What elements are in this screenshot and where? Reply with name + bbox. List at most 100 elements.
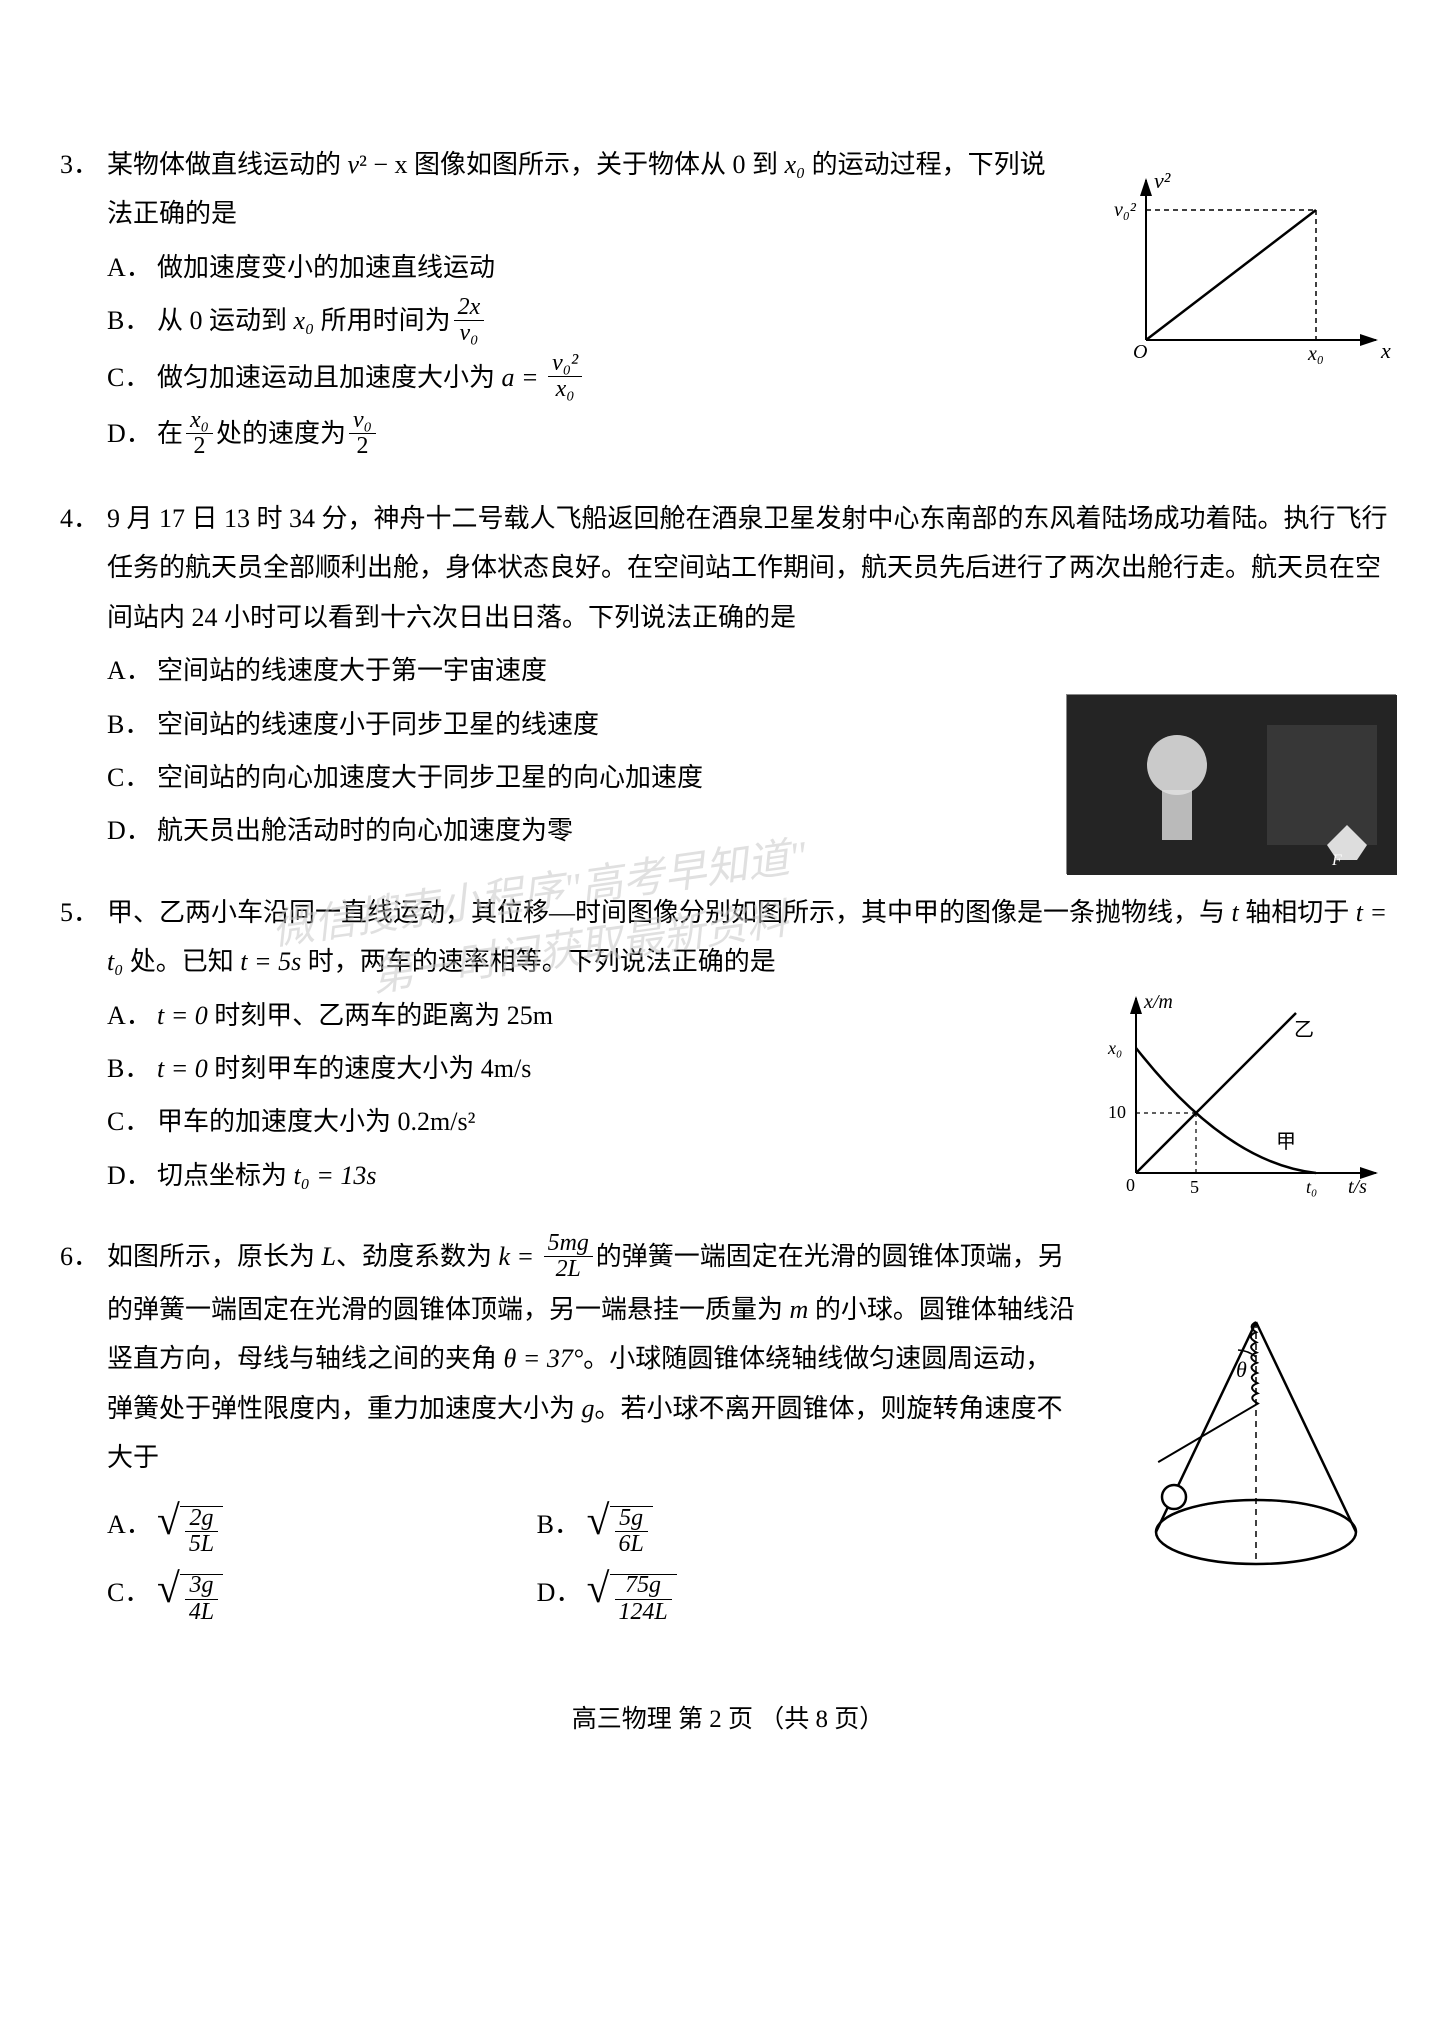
option-text: 航天员出舱活动时的向心加速度为零 <box>157 806 1056 855</box>
axis-y-label: x/m <box>1143 991 1173 1013</box>
axis-y-label: v² <box>1154 170 1171 193</box>
var: t₀ = 13s <box>294 1161 377 1190</box>
stem-text: 图像如图所示，关于物体从 0 到 <box>408 150 785 179</box>
option-a: A．t = 0 时刻甲、乙两车的距离为 25m <box>107 991 1056 1040</box>
var: t = 5s <box>240 947 301 976</box>
curve-label-jia: 甲 <box>1276 1131 1296 1153</box>
option-label: A． <box>107 1500 157 1560</box>
option-label: D． <box>537 1568 587 1628</box>
option-a: A． 做加速度变小的加速直线运动 <box>107 243 1056 292</box>
fraction: x₀2 <box>186 408 213 459</box>
var: t = 0 <box>157 1001 214 1030</box>
axis-x-label: t/s <box>1348 1176 1367 1198</box>
tick: x₀ <box>1107 1038 1122 1058</box>
denominator: x₀ <box>548 377 582 402</box>
numerator: x₀ <box>186 408 213 434</box>
axis-x-label: x <box>1380 338 1391 363</box>
denominator: 5L <box>185 1532 218 1557</box>
denominator: 4L <box>185 1600 218 1625</box>
option-label: D． <box>107 409 157 462</box>
option-label: B． <box>107 296 157 349</box>
option-a: A． √2g5L <box>107 1500 537 1560</box>
text: 所用时间为 <box>314 306 451 335</box>
option-label: B． <box>537 1500 587 1560</box>
option-text: 甲车的加速度大小为 0.2m/s² <box>157 1097 1056 1146</box>
numerator: 5g <box>615 1506 648 1532</box>
sqrt: √75g124L <box>587 1568 677 1628</box>
text: 处。已知 <box>123 947 240 976</box>
figure-q5-graph: t/s x/m 0 5 t₀ 10 x₀ 乙 甲 <box>1096 988 1396 1208</box>
option-b: B． √5g6L <box>537 1500 967 1560</box>
question-body: 甲、乙两小车沿同一直线运动，其位移—时间图像分别如图所示，其中甲的图像是一条抛物… <box>107 888 1396 1204</box>
sqrt-icon: √ <box>157 1500 180 1560</box>
var: L <box>322 1242 336 1271</box>
option-d: D． √75g124L <box>537 1568 967 1628</box>
curve-label-yi: 乙 <box>1294 1019 1314 1041</box>
denominator: 2 <box>186 434 213 459</box>
option-text: 做加速度变小的加速直线运动 <box>157 243 1056 292</box>
y-tick: v₀² <box>1114 199 1137 221</box>
question-4: 4． 9 月 17 日 13 时 34 分，神舟十二号载人飞船返回舱在酒泉卫星发… <box>60 494 1396 860</box>
question-number: 4． <box>60 494 107 860</box>
option-d: D．切点坐标为 t₀ = 13s <box>107 1151 1056 1200</box>
denominator: v₀ <box>454 321 485 346</box>
text: 轴相切于 <box>1239 898 1356 927</box>
stem-text: 某物体做直线运动的 <box>107 150 348 179</box>
page-footer: 高三物理 第 2 页 （共 8 页） <box>60 1696 1396 1744</box>
text: 、劲度系数为 <box>336 1242 499 1271</box>
option-label: C． <box>107 1097 157 1146</box>
denominator: 2L <box>544 1257 593 1282</box>
figure-q6-cone: θ <box>1116 1302 1396 1592</box>
question-stem-line1: 如图所示，原长为 L、劲度系数为 k = 5mg2L的弹簧一端固定在光滑的圆锥体… <box>107 1232 1396 1285</box>
option-c: C． √3g4L <box>107 1568 537 1628</box>
sqrt-icon: √ <box>157 1568 180 1628</box>
denominator: 6L <box>615 1532 648 1557</box>
footer-text: 高三物理 第 2 页 <box>572 1706 753 1733</box>
text: 从 0 运动到 <box>157 306 294 335</box>
numerator: 2g <box>185 1506 218 1532</box>
text: 的弹簧一端固定在光滑的圆锥体顶端，另一端悬挂一质量为 <box>107 1295 790 1324</box>
option-label: C． <box>107 353 157 406</box>
tick: 0 <box>1126 1175 1135 1195</box>
x-tick: x₀ <box>1307 343 1324 365</box>
option-b: B．空间站的线速度小于同步卫星的线速度 <box>107 700 1056 749</box>
option-text: t = 0 时刻甲车的速度大小为 4m/s <box>157 1044 1056 1093</box>
option-text: 在x₀2处的速度为v₀2 <box>157 409 1056 462</box>
sqrt-icon: √ <box>587 1568 610 1628</box>
numerator: 2x <box>454 295 485 321</box>
option-b: B．t = 0 时刻甲车的速度大小为 4m/s <box>107 1044 1056 1093</box>
option-label: C． <box>107 753 157 802</box>
figure-q3-graph: x v² O x₀ v₀² <box>1106 170 1396 380</box>
option-c: C．甲车的加速度大小为 0.2m/s² <box>107 1097 1056 1146</box>
sqrt-icon: √ <box>587 1500 610 1560</box>
option-label: C． <box>107 1568 157 1628</box>
var: k = <box>499 1242 541 1271</box>
tick: 5 <box>1190 1177 1199 1197</box>
sqrt-arg: 3g4L <box>180 1574 223 1628</box>
question-body: 9 月 17 日 13 时 34 分，神舟十二号载人飞船返回舱在酒泉卫星发射中心… <box>107 494 1396 860</box>
numerator: v₀ <box>349 408 376 434</box>
sqrt-arg: 2g5L <box>180 1506 223 1560</box>
question-number: 5． <box>60 888 107 1204</box>
numerator: 75g <box>615 1573 672 1599</box>
option-label: D． <box>107 1151 157 1200</box>
option-b: B． 从 0 运动到 x₀ 所用时间为2xv₀ <box>107 296 1056 349</box>
text: 的弹簧一端固定在光滑的圆锥体顶端，另 <box>596 1242 1064 1271</box>
sqrt-arg: 5g6L <box>610 1506 653 1560</box>
option-text: 空间站的线速度小于同步卫星的线速度 <box>157 700 1056 749</box>
text: 做匀加速运动且加速度大小为 <box>157 363 502 392</box>
tick: 10 <box>1108 1102 1126 1122</box>
option-text: 做匀加速运动且加速度大小为 a = v₀²x₀ <box>157 353 1056 406</box>
text: 时刻甲车的速度大小为 4m/s <box>214 1054 531 1083</box>
tick: t₀ <box>1306 1177 1317 1197</box>
option-label: B． <box>107 1044 157 1093</box>
var: θ = 37° <box>504 1344 584 1373</box>
question-5: 5． 甲、乙两小车沿同一直线运动，其位移—时间图像分别如图所示，其中甲的图像是一… <box>60 888 1396 1204</box>
text: 在 <box>157 419 183 448</box>
sqrt: √2g5L <box>157 1500 223 1560</box>
option-text: 切点坐标为 t₀ = 13s <box>157 1151 1056 1200</box>
text: 时，两车的速率相等。下列说法正确的是 <box>301 947 776 976</box>
option-label: A． <box>107 646 157 695</box>
var: g <box>582 1394 595 1423</box>
option-text: 空间站的向心加速度大于同步卫星的向心加速度 <box>157 753 1056 802</box>
